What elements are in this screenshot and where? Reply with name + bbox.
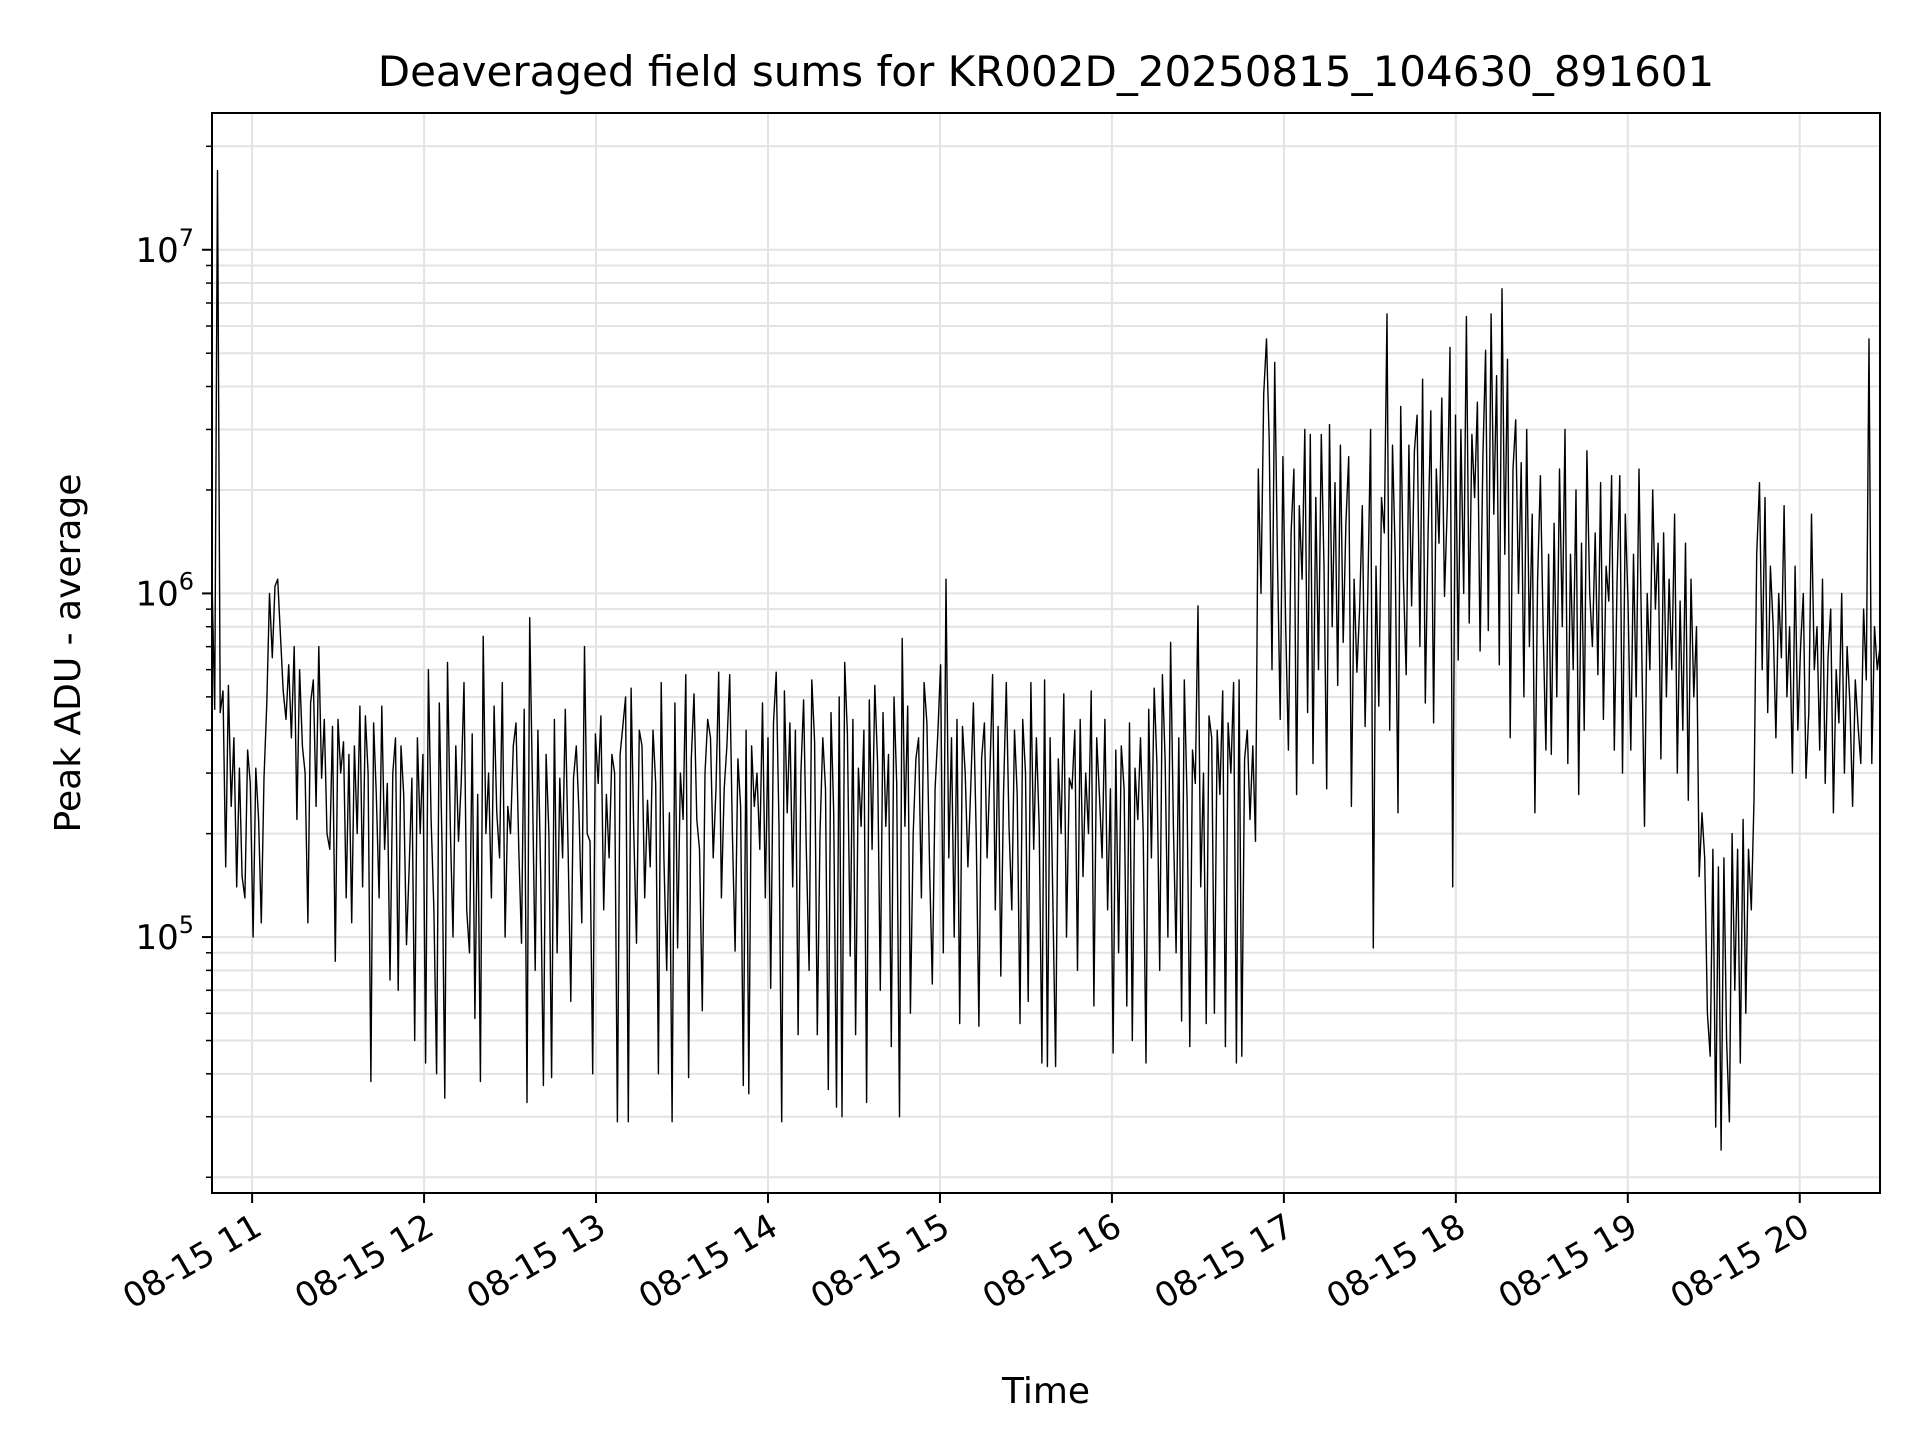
- y-tick-label: 106: [135, 567, 194, 614]
- series-layer: [211, 169, 1881, 1151]
- plot-frame: [211, 112, 1881, 1194]
- y-tick-label: 105: [135, 911, 194, 958]
- y-axis: 105 106 107: [135, 145, 212, 1179]
- series-line: [211, 169, 1881, 1151]
- y-tick-label: 107: [135, 224, 194, 271]
- chart-title: Deaveraged field sums for KR002D_2025081…: [378, 47, 1715, 96]
- x-axis-label: Time: [1001, 1371, 1090, 1412]
- y-axis-label: Peak ADU - average: [48, 474, 89, 833]
